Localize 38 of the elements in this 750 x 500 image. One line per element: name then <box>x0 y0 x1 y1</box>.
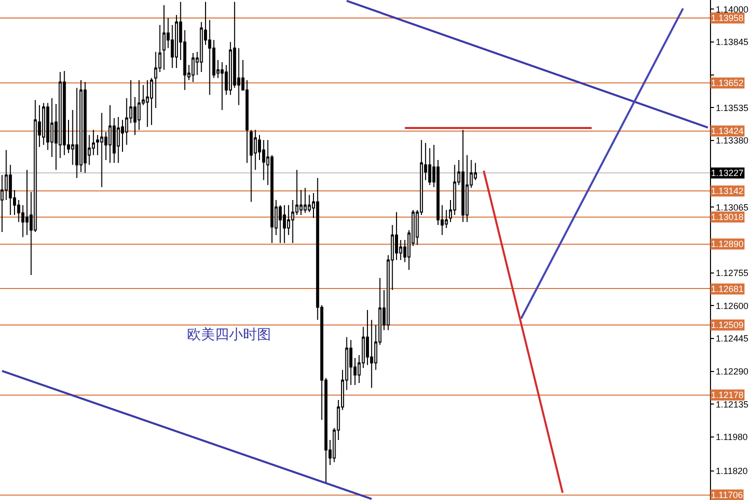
y-tick-label: 1.12135 <box>716 399 748 410</box>
y-tick-label: 1.13535 <box>716 102 748 113</box>
candlestick <box>304 187 307 214</box>
candlestick <box>150 77 154 126</box>
ref-line-label: 1.13142 <box>711 186 744 196</box>
candlestick <box>282 204 286 244</box>
candlestick <box>220 62 224 110</box>
ref-line-label: 1.12681 <box>711 284 744 294</box>
candlestick <box>146 80 149 128</box>
candlestick <box>108 104 112 164</box>
candlestick <box>100 112 104 188</box>
ref-line-label: 1.13227 <box>711 168 744 178</box>
y-tick-label: 1.12290 <box>716 366 748 377</box>
annotation: 欧美四小时图 <box>187 327 271 343</box>
candlestick <box>84 81 87 174</box>
y-tick-label: 1.13380 <box>716 136 748 146</box>
ref-line-label: 1.13424 <box>711 126 744 136</box>
y-tick-label: 1.14000 <box>716 4 748 14</box>
ref-line-label: 1.12890 <box>711 239 744 249</box>
ref-line-label: 1.12178 <box>711 390 744 400</box>
ref-line-label: 1.12509 <box>711 320 744 330</box>
y-tick-label: 1.11980 <box>716 432 748 442</box>
candlestick <box>162 4 166 70</box>
y-tick-label: 1.13065 <box>716 202 748 212</box>
y-tick-label: 1.12755 <box>716 268 748 278</box>
ref-line-label: 1.11706 <box>711 490 743 500</box>
candlestick <box>461 129 464 223</box>
ref-line-label: 1.13652 <box>711 78 744 88</box>
candlestick <box>116 116 120 164</box>
y-tick-label: 1.12445 <box>716 334 748 344</box>
ref-line-label: 1.13018 <box>711 212 744 222</box>
y-tick-label: 1.11820 <box>716 466 748 476</box>
y-tick-label: 1.12600 <box>716 300 748 311</box>
candlestick <box>250 129 253 202</box>
candlestick <box>62 70 66 156</box>
y-tick-label: 1.13845 <box>716 37 748 48</box>
ref-line-label: 1.13958 <box>711 13 744 23</box>
candlestick <box>192 52 195 82</box>
